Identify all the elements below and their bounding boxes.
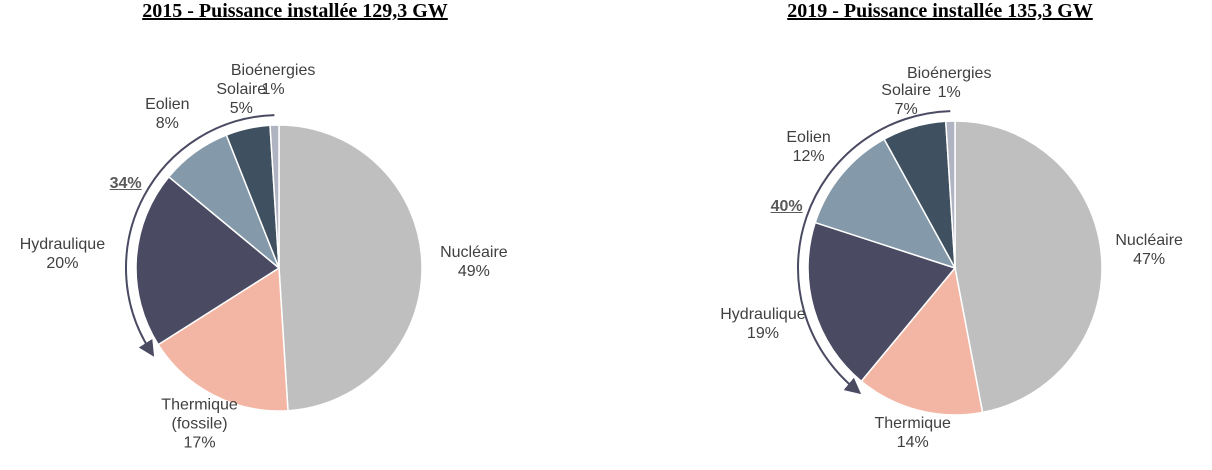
- slice-label: Hydraulique 20%: [17, 235, 107, 273]
- slice-label: Nucléaire 49%: [429, 243, 519, 281]
- slice-label: Hydraulique 19%: [718, 305, 808, 343]
- annotation-arrow: [797, 110, 951, 395]
- annotation: 34%: [109, 174, 142, 192]
- slice-label: Thermique 14%: [868, 414, 958, 452]
- slice-name: Solaire: [881, 81, 932, 99]
- pie-slice: [807, 221, 957, 383]
- pie-slice: [954, 120, 1103, 414]
- slice-value: 17%: [183, 434, 216, 452]
- slice-name: Bioénergies: [906, 65, 992, 83]
- annotation-arrow: [125, 114, 275, 357]
- slice-label: Eolien 8%: [122, 95, 212, 133]
- slice-name: Hydraulique: [19, 236, 106, 254]
- pie-slice: [814, 138, 957, 270]
- slice-value: 1%: [261, 81, 285, 99]
- slice-value: 8%: [155, 115, 179, 133]
- slice-value: 14%: [896, 433, 929, 451]
- slice-label: Solaire 7%: [861, 81, 951, 119]
- slice-value: 19%: [746, 324, 779, 342]
- slice-value: 12%: [792, 147, 825, 165]
- slice-value: 1%: [937, 84, 961, 102]
- slice-label: Bioénergies 1%: [228, 61, 318, 99]
- slice-value: 20%: [46, 255, 79, 273]
- pie-slice: [157, 266, 289, 412]
- slice-name: Bioénergies: [230, 62, 316, 80]
- slice-name: Nucléaire: [1115, 231, 1183, 249]
- slice-name: Solaire: [216, 81, 267, 99]
- annotation: 40%: [770, 198, 803, 216]
- slice-value: 49%: [457, 262, 490, 280]
- slice-name: Thermique (fossile): [161, 396, 238, 433]
- slice-name: Eolien: [786, 128, 831, 146]
- pie-slice: [269, 124, 280, 269]
- slice-label: Thermique (fossile) 17%: [155, 395, 245, 452]
- slice-value: 47%: [1133, 250, 1166, 268]
- slice-label: Nucléaire 47%: [1104, 231, 1194, 269]
- slice-name: Thermique: [874, 414, 951, 432]
- pie-slice: [278, 124, 423, 412]
- slice-value: 7%: [894, 100, 918, 118]
- pie-slice: [135, 175, 281, 346]
- slice-label: Solaire 5%: [196, 80, 286, 118]
- slice-name: Eolien: [145, 96, 190, 114]
- slice-name: Nucléaire: [440, 243, 508, 261]
- slice-label: Eolien 12%: [764, 128, 854, 166]
- chart-title: 2015 - Puissance installée 129,3 GW: [142, 0, 448, 22]
- slice-value: 5%: [229, 100, 253, 118]
- pie-slice: [860, 266, 984, 416]
- pie-slice: [944, 120, 956, 269]
- chart-title: 2019 - Puissance installée 135,3 GW: [787, 0, 1093, 22]
- slice-label: Bioénergies 1%: [904, 64, 994, 102]
- slice-name: Hydraulique: [720, 305, 806, 323]
